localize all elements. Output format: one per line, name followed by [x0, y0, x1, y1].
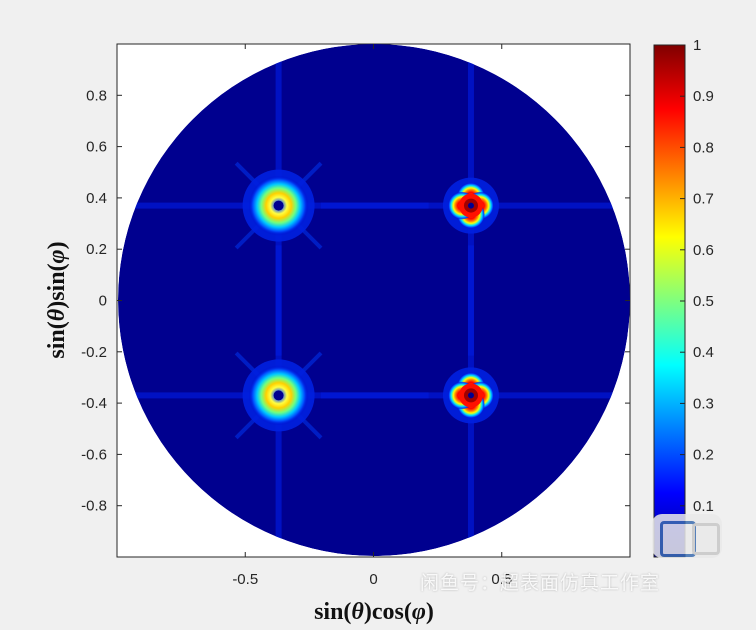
beam-3	[320, 55, 621, 356]
beam-4	[320, 245, 621, 546]
x-tick-label: -0.5	[232, 571, 258, 588]
beam-core	[273, 200, 284, 211]
colorbar-tick-label: 0.9	[693, 88, 714, 105]
beam-core	[273, 390, 284, 401]
colorbar-tick-label: 0.8	[693, 139, 714, 156]
colorbar-tick-label: 0.1	[693, 498, 714, 515]
colorbar-tick-label: 0.4	[693, 344, 714, 361]
colorbar-tick-label: 0.3	[693, 395, 714, 412]
beam-2	[128, 245, 429, 546]
beam-core	[467, 202, 474, 209]
heatmap	[118, 44, 630, 556]
colorbar-tick-label: 0.7	[693, 191, 714, 208]
y-tick-label: 0.6	[86, 139, 107, 156]
colorbar-tick-label: 0.5	[693, 293, 714, 310]
y-tick-label: -0.4	[81, 395, 107, 412]
watermark-text: 闲鱼号：超表面仿真工作室	[420, 572, 661, 594]
y-tick-label: -0.8	[81, 498, 107, 515]
y-tick-label: 0	[99, 293, 107, 310]
watermark-logo	[652, 514, 722, 558]
y-tick-label: 0.8	[86, 87, 107, 104]
colorbar-tick-label: 1	[693, 37, 701, 54]
beam-1	[128, 55, 429, 356]
x-tick-label: 0	[369, 571, 377, 588]
colorbar-tick-label: 0.2	[693, 447, 714, 464]
x-tick-label: 0.5	[491, 571, 512, 588]
y-tick-label: -0.6	[81, 446, 107, 463]
x-axis-label: sin(θ)cos(φ)	[314, 599, 434, 625]
y-tick-label: 0.4	[86, 190, 107, 207]
beam-core	[467, 392, 474, 399]
y-tick-label: -0.2	[81, 344, 107, 361]
y-tick-label: 0.2	[86, 241, 107, 258]
y-axis-label: sin(θ)sin(φ)	[44, 241, 70, 358]
heatmap-disc	[118, 44, 630, 556]
colorbar-tick-label: 0.6	[693, 242, 714, 259]
